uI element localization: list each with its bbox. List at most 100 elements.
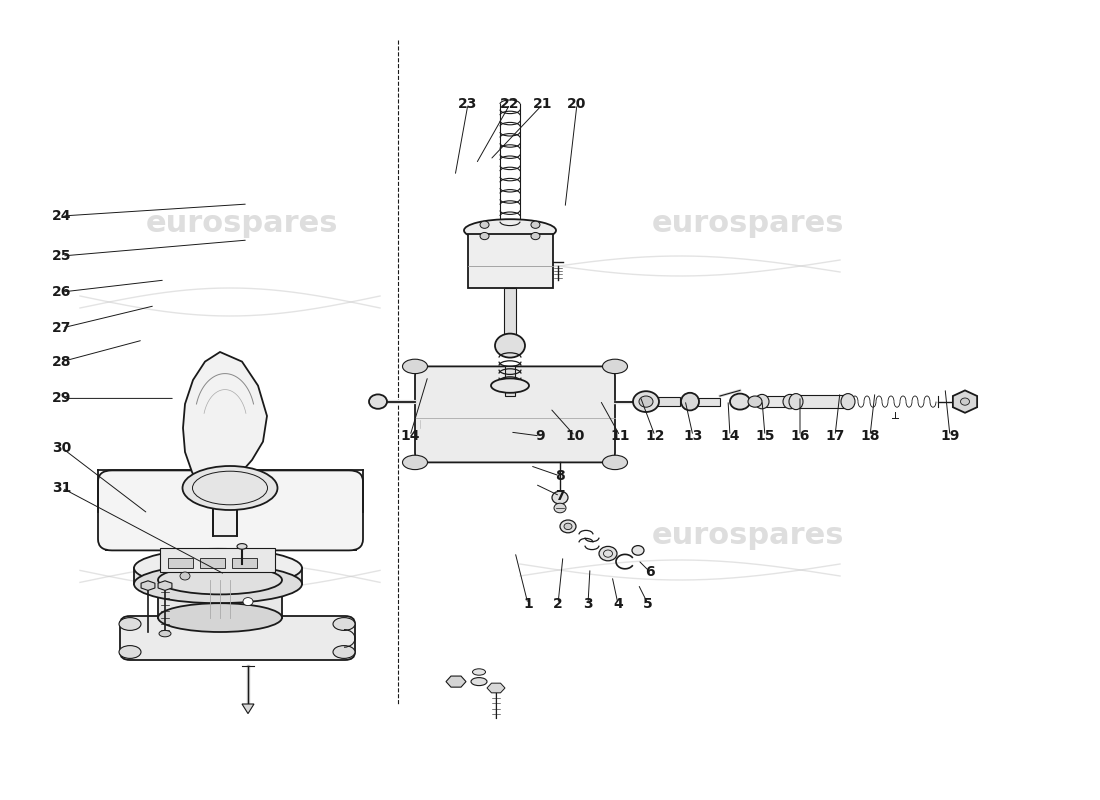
Ellipse shape bbox=[158, 566, 282, 594]
Ellipse shape bbox=[480, 233, 490, 240]
Ellipse shape bbox=[564, 523, 572, 530]
Ellipse shape bbox=[119, 646, 141, 658]
Polygon shape bbox=[505, 366, 515, 396]
Text: 10: 10 bbox=[565, 429, 585, 443]
Text: 13: 13 bbox=[683, 429, 703, 443]
Ellipse shape bbox=[464, 219, 556, 242]
Ellipse shape bbox=[473, 669, 485, 675]
Text: 5: 5 bbox=[644, 597, 653, 611]
Polygon shape bbox=[141, 581, 155, 590]
Polygon shape bbox=[953, 390, 977, 413]
Polygon shape bbox=[698, 398, 720, 406]
Ellipse shape bbox=[560, 520, 576, 533]
Ellipse shape bbox=[183, 466, 277, 510]
Ellipse shape bbox=[730, 394, 750, 410]
Text: eurospares: eurospares bbox=[145, 210, 339, 238]
Ellipse shape bbox=[632, 391, 659, 412]
Polygon shape bbox=[183, 352, 267, 488]
Polygon shape bbox=[158, 580, 282, 618]
Ellipse shape bbox=[471, 678, 487, 686]
Polygon shape bbox=[446, 676, 466, 687]
Ellipse shape bbox=[632, 546, 644, 555]
Text: 27: 27 bbox=[53, 321, 72, 335]
Polygon shape bbox=[762, 396, 790, 407]
Text: 6: 6 bbox=[646, 565, 654, 579]
Polygon shape bbox=[646, 397, 680, 406]
Ellipse shape bbox=[755, 394, 769, 409]
Text: 23: 23 bbox=[459, 97, 477, 111]
Ellipse shape bbox=[491, 378, 529, 393]
Ellipse shape bbox=[600, 546, 617, 561]
Ellipse shape bbox=[134, 549, 302, 587]
Text: 17: 17 bbox=[825, 429, 845, 443]
FancyBboxPatch shape bbox=[98, 470, 363, 550]
Polygon shape bbox=[504, 288, 516, 336]
Text: 14: 14 bbox=[400, 429, 420, 443]
Ellipse shape bbox=[960, 398, 969, 406]
Ellipse shape bbox=[531, 233, 540, 240]
Ellipse shape bbox=[495, 334, 525, 358]
Ellipse shape bbox=[552, 491, 568, 504]
Ellipse shape bbox=[748, 396, 762, 407]
Text: 24: 24 bbox=[53, 209, 72, 223]
FancyBboxPatch shape bbox=[120, 616, 355, 660]
Text: 18: 18 bbox=[860, 429, 880, 443]
Text: 7: 7 bbox=[556, 489, 564, 503]
Text: eurospares: eurospares bbox=[651, 210, 845, 238]
Text: 4: 4 bbox=[613, 597, 623, 611]
Text: 30: 30 bbox=[53, 441, 72, 455]
Ellipse shape bbox=[681, 393, 698, 410]
Ellipse shape bbox=[789, 394, 803, 410]
Text: 29: 29 bbox=[53, 391, 72, 406]
Ellipse shape bbox=[531, 221, 540, 228]
Polygon shape bbox=[487, 683, 505, 693]
Text: 3: 3 bbox=[583, 597, 593, 611]
Ellipse shape bbox=[403, 455, 428, 470]
Text: 22: 22 bbox=[500, 97, 519, 111]
Text: 2: 2 bbox=[553, 597, 563, 611]
Ellipse shape bbox=[554, 503, 566, 513]
Ellipse shape bbox=[236, 544, 248, 550]
Text: 14: 14 bbox=[720, 429, 739, 443]
Ellipse shape bbox=[243, 598, 253, 606]
Ellipse shape bbox=[333, 618, 355, 630]
Ellipse shape bbox=[639, 396, 653, 407]
Ellipse shape bbox=[603, 455, 627, 470]
Ellipse shape bbox=[783, 394, 798, 409]
Text: 1: 1 bbox=[524, 597, 532, 611]
Bar bbox=[200, 558, 225, 568]
Text: 8: 8 bbox=[556, 469, 565, 483]
Ellipse shape bbox=[333, 646, 355, 658]
Ellipse shape bbox=[134, 565, 302, 603]
Polygon shape bbox=[158, 581, 172, 590]
Bar bbox=[160, 548, 275, 572]
Bar bbox=[468, 234, 553, 288]
Text: 25: 25 bbox=[53, 249, 72, 263]
Bar bbox=[168, 558, 192, 568]
Text: 12: 12 bbox=[646, 429, 664, 443]
Polygon shape bbox=[242, 704, 254, 714]
Text: eurospares: eurospares bbox=[651, 522, 845, 550]
Text: 19: 19 bbox=[940, 429, 959, 443]
Text: 11: 11 bbox=[610, 429, 629, 443]
FancyBboxPatch shape bbox=[415, 366, 615, 462]
Ellipse shape bbox=[842, 394, 855, 410]
Ellipse shape bbox=[368, 394, 387, 409]
Ellipse shape bbox=[119, 618, 141, 630]
Ellipse shape bbox=[603, 359, 627, 374]
Bar bbox=[232, 558, 257, 568]
Polygon shape bbox=[134, 568, 302, 584]
Ellipse shape bbox=[180, 572, 190, 580]
Text: 21: 21 bbox=[534, 97, 552, 111]
Text: 15: 15 bbox=[756, 429, 774, 443]
Text: eurospares: eurospares bbox=[145, 482, 339, 510]
Text: 31: 31 bbox=[53, 481, 72, 495]
Ellipse shape bbox=[480, 221, 490, 228]
Ellipse shape bbox=[158, 603, 282, 632]
Text: 16: 16 bbox=[790, 429, 810, 443]
Ellipse shape bbox=[160, 630, 170, 637]
Polygon shape bbox=[213, 496, 236, 536]
Text: 9: 9 bbox=[536, 429, 544, 443]
Text: 28: 28 bbox=[53, 354, 72, 369]
Ellipse shape bbox=[403, 359, 428, 374]
